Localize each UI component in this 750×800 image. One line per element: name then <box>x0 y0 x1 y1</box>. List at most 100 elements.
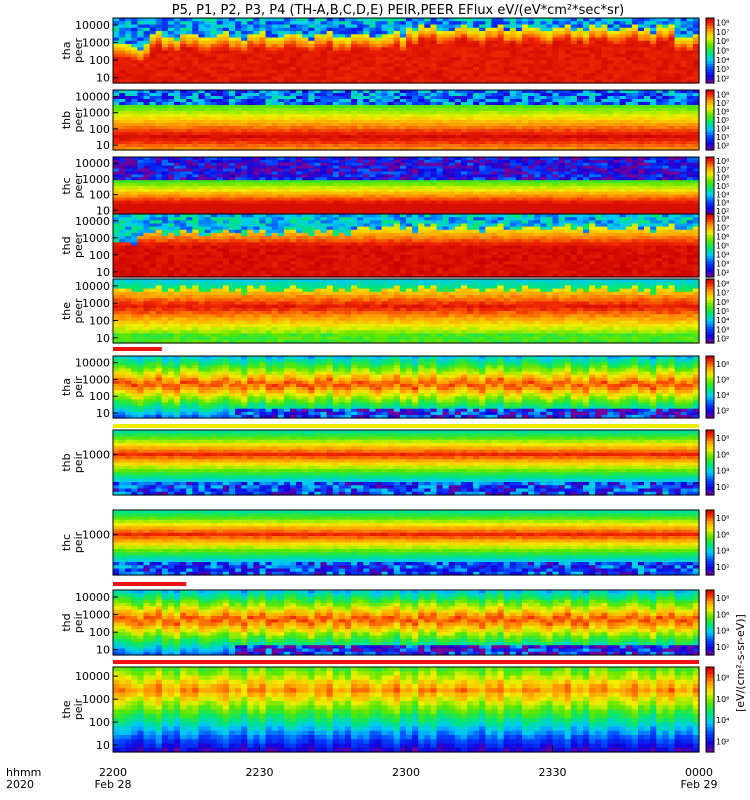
heatmap-cell <box>167 50 175 55</box>
heatmap-cell <box>113 66 120 71</box>
heatmap-cell <box>534 70 541 74</box>
heatmap-cell <box>381 141 389 145</box>
heatmap-cell <box>149 60 157 65</box>
heatmap-cell <box>338 31 346 35</box>
heatmap-cell <box>344 111 352 115</box>
heatmap-cell <box>113 63 120 68</box>
heatmap-cell <box>125 111 132 115</box>
heatmap-cell <box>265 31 273 35</box>
heatmap-cell <box>161 24 169 29</box>
heatmap-cell <box>558 18 566 22</box>
heatmap-cell <box>155 31 163 35</box>
heatmap-cell <box>137 138 145 142</box>
heatmap-cell <box>363 126 370 130</box>
heatmap-cell <box>332 120 340 124</box>
heatmap-cell <box>448 144 456 148</box>
heatmap-cell <box>259 76 267 81</box>
heatmap-cell <box>576 66 584 71</box>
heatmap-cell <box>119 31 126 35</box>
heatmap-cell <box>155 66 163 71</box>
heatmap-cell <box>479 144 486 148</box>
heatmap-cell <box>497 117 505 121</box>
heatmap-cell <box>137 126 145 130</box>
heatmap-cell <box>674 47 682 52</box>
heatmap-cell <box>338 50 346 55</box>
heatmap-cell <box>662 18 670 22</box>
heatmap-cell <box>570 93 578 97</box>
y-tick-label: 10 <box>96 72 110 85</box>
heatmap-cell <box>155 129 163 133</box>
heatmap-cell <box>436 73 444 78</box>
heatmap-cell <box>149 141 157 145</box>
heatmap-cell <box>485 90 493 94</box>
heatmap-cell <box>674 40 682 45</box>
heatmap-cell <box>216 53 224 58</box>
heatmap-cell <box>338 93 346 97</box>
heatmap-cell <box>454 44 462 48</box>
heatmap-cell <box>259 53 267 58</box>
heatmap-cell <box>277 99 285 103</box>
heatmap-cell <box>534 34 541 39</box>
heatmap-cell <box>247 99 254 103</box>
heatmap-cell <box>558 126 566 130</box>
heatmap-cell <box>308 21 316 26</box>
heatmap-cell <box>528 126 535 130</box>
heatmap-cell <box>369 73 377 78</box>
heatmap-cell <box>113 135 120 139</box>
heatmap-cell <box>338 144 346 148</box>
heatmap-cell <box>228 135 236 139</box>
heatmap-cell <box>320 63 328 68</box>
heatmap-cell <box>497 96 505 100</box>
heatmap-cell <box>338 63 346 68</box>
heatmap-cell <box>277 129 285 133</box>
heatmap-cell <box>595 18 602 22</box>
heatmap-cell <box>637 53 645 58</box>
heatmap-cell <box>125 50 132 55</box>
heatmap-cell <box>625 120 633 124</box>
heatmap-cell <box>546 50 554 55</box>
heatmap-cell <box>174 132 181 136</box>
heatmap-cell <box>186 108 193 112</box>
heatmap-cell <box>436 114 444 118</box>
heatmap-cell <box>406 132 413 136</box>
heatmap-cell <box>491 135 499 139</box>
heatmap-cell <box>204 141 212 145</box>
heatmap-cell <box>198 31 206 35</box>
heatmap-cell <box>363 70 370 74</box>
heatmap-cell <box>277 120 285 124</box>
heatmap-cell <box>363 135 370 139</box>
colorbar-swatch <box>706 74 714 79</box>
heatmap-cell <box>412 93 419 97</box>
heatmap-cell <box>131 27 139 32</box>
heatmap-cell <box>119 50 126 55</box>
heatmap-cell <box>467 31 474 35</box>
heatmap-cell <box>595 70 602 74</box>
heatmap-cell <box>344 47 352 52</box>
heatmap-cell <box>186 76 193 81</box>
heatmap-cell <box>515 90 523 94</box>
heatmap-cell <box>424 31 432 35</box>
heatmap-cell <box>619 105 627 109</box>
heatmap-cell <box>387 129 395 133</box>
heatmap-cell <box>546 44 554 48</box>
heatmap-cell <box>174 31 181 35</box>
heatmap-cell <box>290 37 297 42</box>
heatmap-cell <box>180 40 187 45</box>
heatmap-cell <box>296 53 303 58</box>
heatmap-cell <box>491 111 499 115</box>
heatmap-cell <box>369 129 377 133</box>
heatmap-cell <box>363 57 370 61</box>
heatmap-cell <box>265 66 273 71</box>
heatmap-cell <box>277 34 285 39</box>
heatmap-cell <box>290 105 297 109</box>
heatmap-cell <box>375 63 383 68</box>
heatmap-cell <box>241 27 248 32</box>
heatmap-cell <box>253 40 261 45</box>
heatmap-cell <box>186 117 193 121</box>
heatmap-cell <box>186 114 193 118</box>
heatmap-cell <box>424 24 432 29</box>
heatmap-cell <box>283 108 291 112</box>
heatmap-cell <box>674 37 682 42</box>
heatmap-cell <box>222 126 230 130</box>
heatmap-cell <box>637 63 645 68</box>
